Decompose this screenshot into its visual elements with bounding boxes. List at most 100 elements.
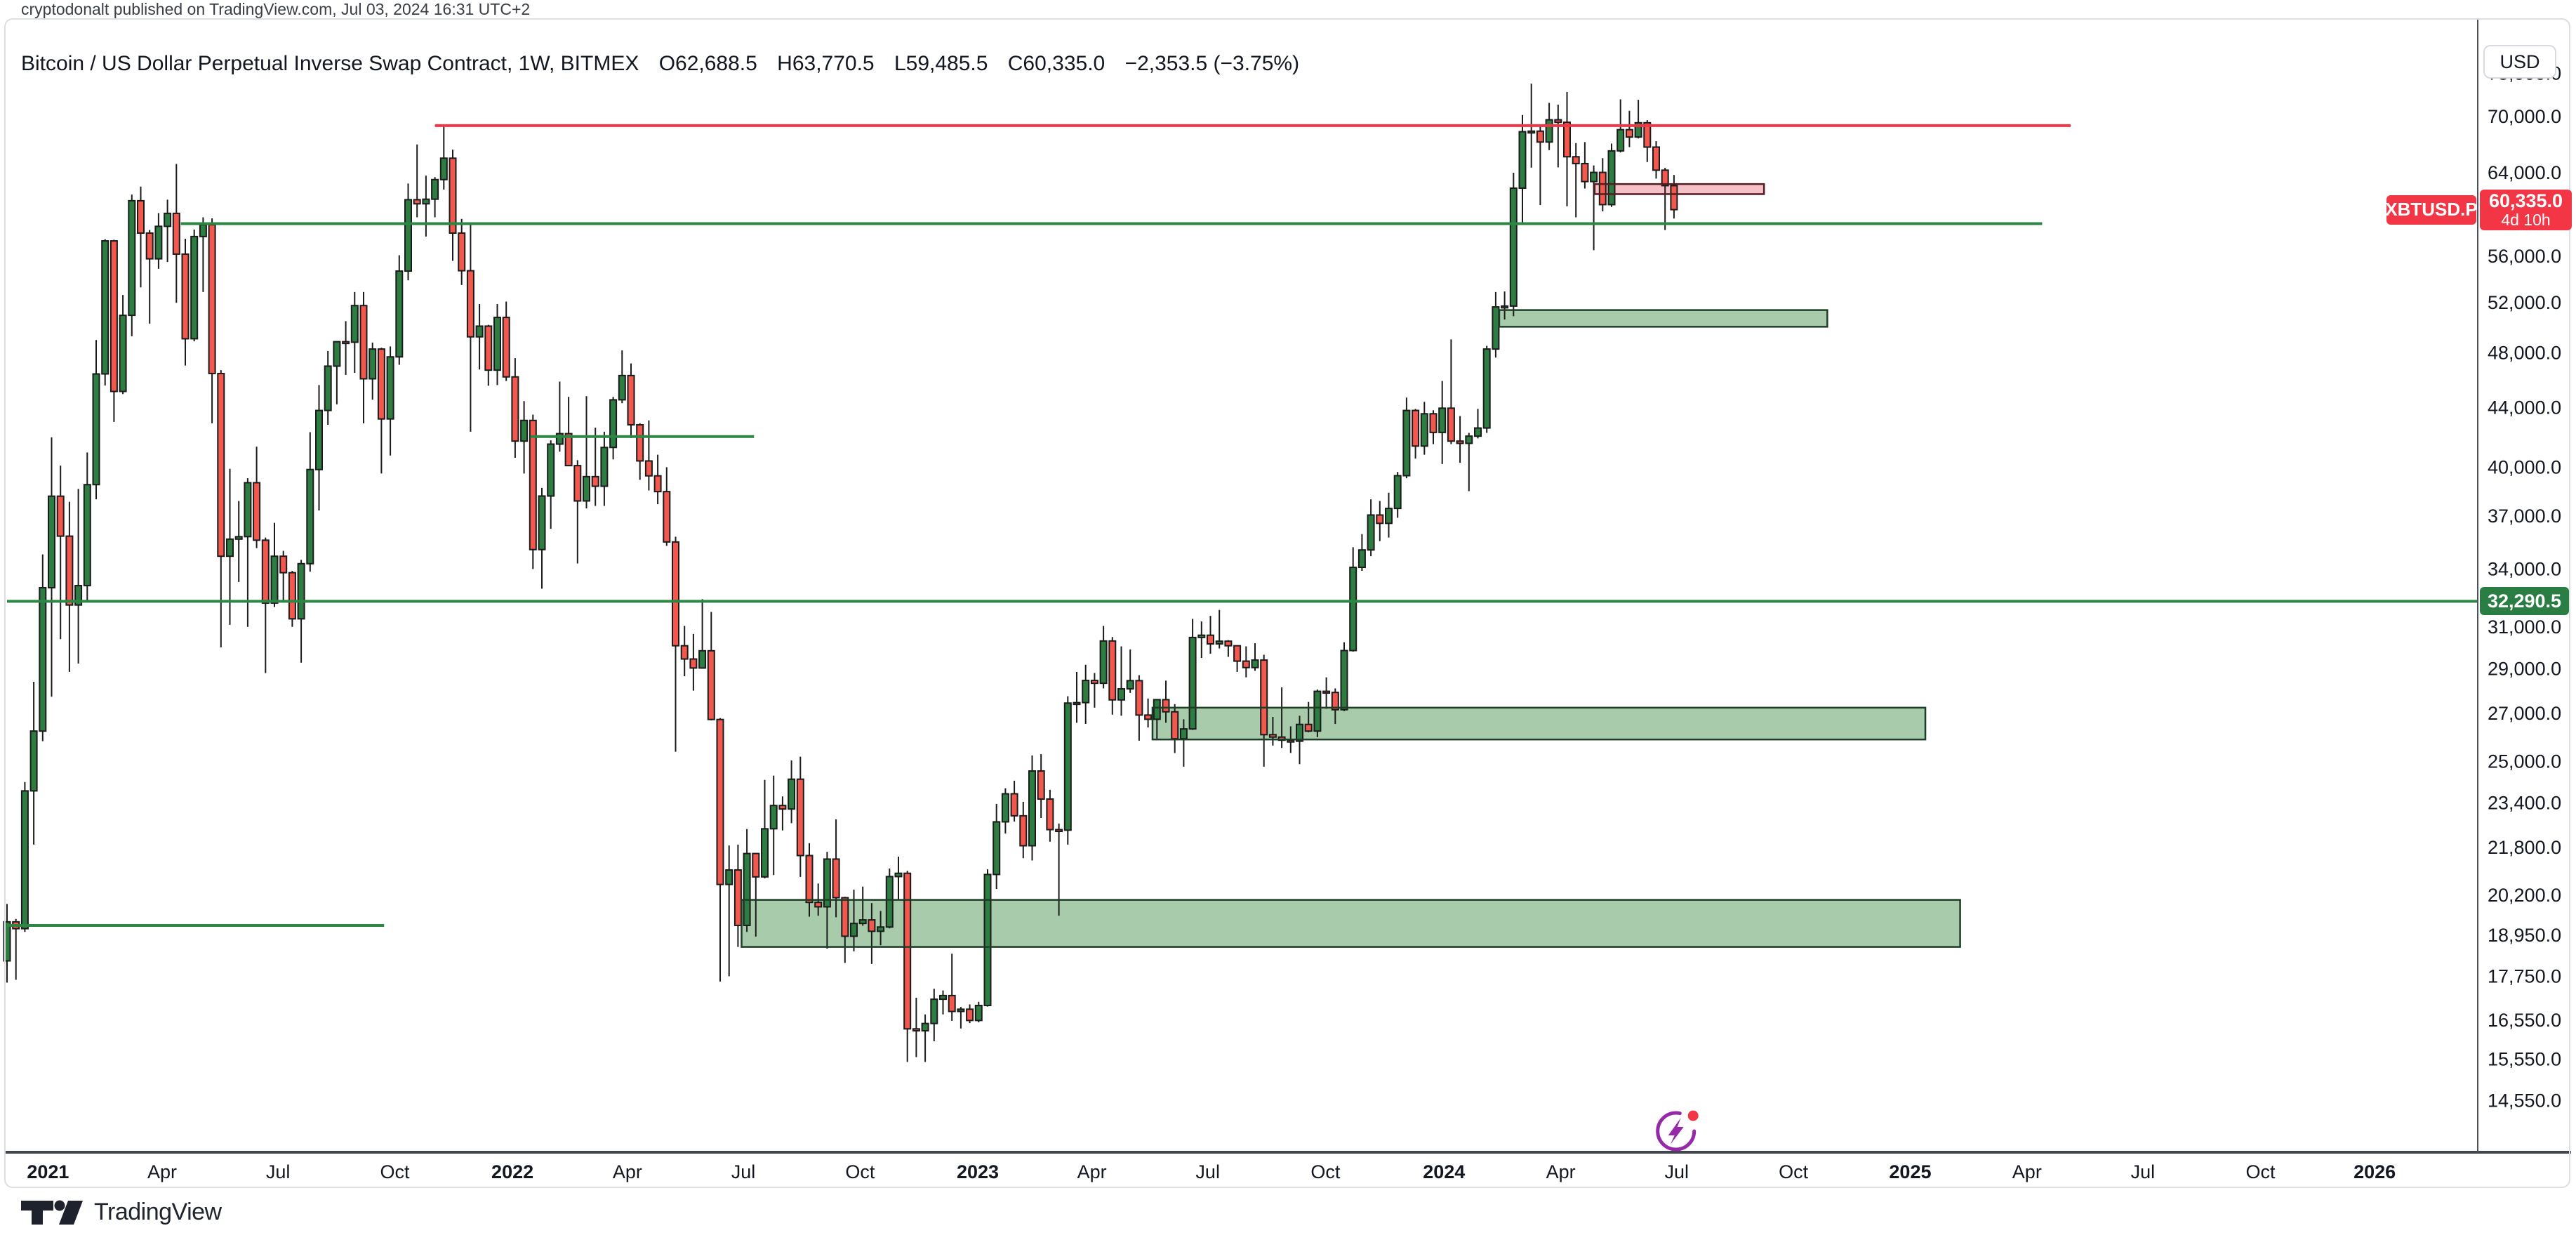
candle xyxy=(172,164,180,303)
candle xyxy=(484,324,493,386)
supply-zone-62000[interactable] xyxy=(1594,184,1765,194)
price-tick-label: 27,000.0 xyxy=(2488,703,2561,724)
candle xyxy=(1126,649,1134,693)
change-value: −2,353.5 (−3.75%) xyxy=(1124,52,1300,75)
candle xyxy=(493,303,501,385)
tradingview-logo-icon xyxy=(21,1200,83,1225)
supply-zone-62000-border[interactable] xyxy=(1593,183,1765,195)
candle xyxy=(1135,675,1143,741)
demand-zone-51000[interactable] xyxy=(1499,310,1828,327)
candle xyxy=(1590,165,1598,251)
demand-zone-26500[interactable] xyxy=(1152,707,1926,740)
candle xyxy=(1581,142,1589,189)
candle xyxy=(234,501,243,582)
demand-zone-26500-border[interactable] xyxy=(1151,706,1927,741)
ohlc-high: H63,770.5 xyxy=(777,52,875,75)
candle xyxy=(137,186,145,288)
candle xyxy=(1474,409,1482,439)
candle xyxy=(1117,646,1125,716)
candle xyxy=(1215,609,1223,649)
candle xyxy=(65,501,74,672)
candle xyxy=(1251,643,1259,671)
candle xyxy=(1429,410,1438,444)
price-tick-label: 70,000.0 xyxy=(2488,106,2561,127)
candle xyxy=(1197,621,1206,659)
lightning-icon[interactable] xyxy=(1656,1110,1699,1152)
candle xyxy=(689,633,698,691)
price-tick-label: 29,000.0 xyxy=(2488,658,2561,679)
demand-zone-19300-border[interactable] xyxy=(741,899,1961,948)
candle xyxy=(1010,780,1018,822)
time-tick-label: 2023 xyxy=(957,1161,999,1182)
tradingview-logo[interactable]: TradingView xyxy=(20,1199,222,1226)
time-tick-label: 2025 xyxy=(1889,1161,1931,1182)
candle xyxy=(342,321,350,375)
candle xyxy=(39,554,47,741)
candle xyxy=(547,440,555,529)
demand-zone-19300[interactable] xyxy=(741,899,1960,947)
candle xyxy=(1028,755,1036,861)
time-axis[interactable] xyxy=(4,1156,2572,1188)
candle xyxy=(1037,754,1045,818)
candle xyxy=(297,560,305,663)
symbol-price-tag: XBTUSD.P xyxy=(2385,194,2478,225)
price-tick-label: 17,750.0 xyxy=(2488,965,2561,987)
candle xyxy=(386,346,394,456)
candle xyxy=(653,454,662,505)
candle xyxy=(261,537,270,673)
candle xyxy=(1188,619,1197,730)
candle xyxy=(244,478,252,627)
candle xyxy=(520,401,529,474)
candle xyxy=(3,904,11,983)
candle xyxy=(333,341,341,404)
price-tick-label: 25,000.0 xyxy=(2488,751,2561,772)
price-axis[interactable] xyxy=(2479,18,2576,1152)
candle xyxy=(1268,717,1277,746)
candle xyxy=(1456,416,1464,463)
price-tick-label: 37,000.0 xyxy=(2488,506,2561,527)
ohlc-open: O62,688.5 xyxy=(658,52,757,75)
candle xyxy=(868,903,876,964)
time-tick-label: Apr xyxy=(613,1161,642,1182)
candle xyxy=(1661,168,1669,230)
candle xyxy=(466,223,474,432)
candle xyxy=(1607,143,1616,207)
candle xyxy=(1536,126,1544,206)
candle xyxy=(145,230,154,324)
notification-dot xyxy=(1687,1110,1699,1121)
candle xyxy=(1367,499,1375,557)
candle xyxy=(20,781,29,932)
currency-usd-button[interactable]: USD xyxy=(2483,45,2556,79)
candle xyxy=(128,194,136,336)
candle xyxy=(359,291,368,423)
candle xyxy=(1082,664,1090,725)
time-tick-label: Apr xyxy=(1077,1161,1107,1182)
time-tick-label: Apr xyxy=(147,1161,177,1182)
candle xyxy=(636,423,644,480)
time-tick-label: Jul xyxy=(1195,1161,1220,1182)
demand-zone-51000-border[interactable] xyxy=(1498,309,1828,328)
candle xyxy=(885,868,894,929)
time-tick-label: Oct xyxy=(1779,1161,1809,1182)
candle xyxy=(413,144,421,218)
candle xyxy=(769,775,778,876)
candle xyxy=(733,844,742,947)
candle xyxy=(894,857,903,900)
candle xyxy=(208,218,216,423)
attribution-text: cryptodonalt published on TradingView.co… xyxy=(21,0,531,18)
candle xyxy=(217,370,225,648)
candle xyxy=(1171,704,1179,753)
candle xyxy=(395,255,404,365)
candle xyxy=(190,229,199,342)
candle xyxy=(12,918,20,980)
time-tick-label: 2021 xyxy=(27,1161,69,1182)
candle xyxy=(707,612,715,721)
candle xyxy=(1554,104,1562,168)
ohlc-close: C60,335.0 xyxy=(1007,52,1106,75)
candle xyxy=(796,756,804,877)
candle xyxy=(974,1001,983,1023)
candle xyxy=(930,989,938,1041)
candle xyxy=(502,301,510,381)
candle xyxy=(858,886,867,926)
